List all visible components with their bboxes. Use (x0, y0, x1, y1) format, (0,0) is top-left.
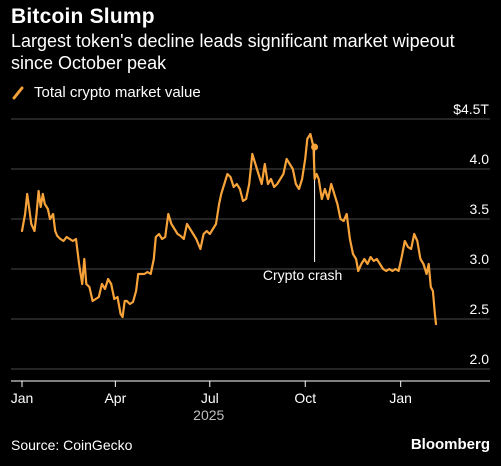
y-tick-label: 2.5 (470, 301, 490, 317)
annotation-marker (311, 143, 319, 151)
source-note: Source: CoinGecko (11, 437, 133, 453)
y-tick-label: $4.5T (453, 101, 489, 117)
legend-label: Total crypto market value (34, 84, 201, 101)
brand-logo: Bloomberg (410, 436, 490, 453)
y-tick-label: 3.5 (470, 201, 490, 217)
x-tick-label: Oct (294, 390, 316, 406)
y-tick-label: 4.0 (470, 151, 490, 167)
series-line (20, 132, 438, 326)
year-label: 2025 (193, 407, 224, 423)
chart-title: Bitcoin Slump (11, 5, 155, 28)
x-tick-label: Jan (389, 390, 412, 406)
y-tick-label: 2.0 (470, 351, 490, 367)
y-tick-label: 3.0 (470, 251, 490, 267)
legend: Total crypto market value (11, 84, 201, 101)
annotation-label: Crypto crash (263, 267, 342, 283)
x-tick-label: Apr (104, 390, 126, 406)
chart-subtitle: Largest token's decline leads significan… (11, 31, 455, 73)
x-tick-label: Jan (11, 390, 34, 406)
legend-line-icon (11, 86, 25, 100)
x-tick-label: Jul (201, 390, 219, 406)
